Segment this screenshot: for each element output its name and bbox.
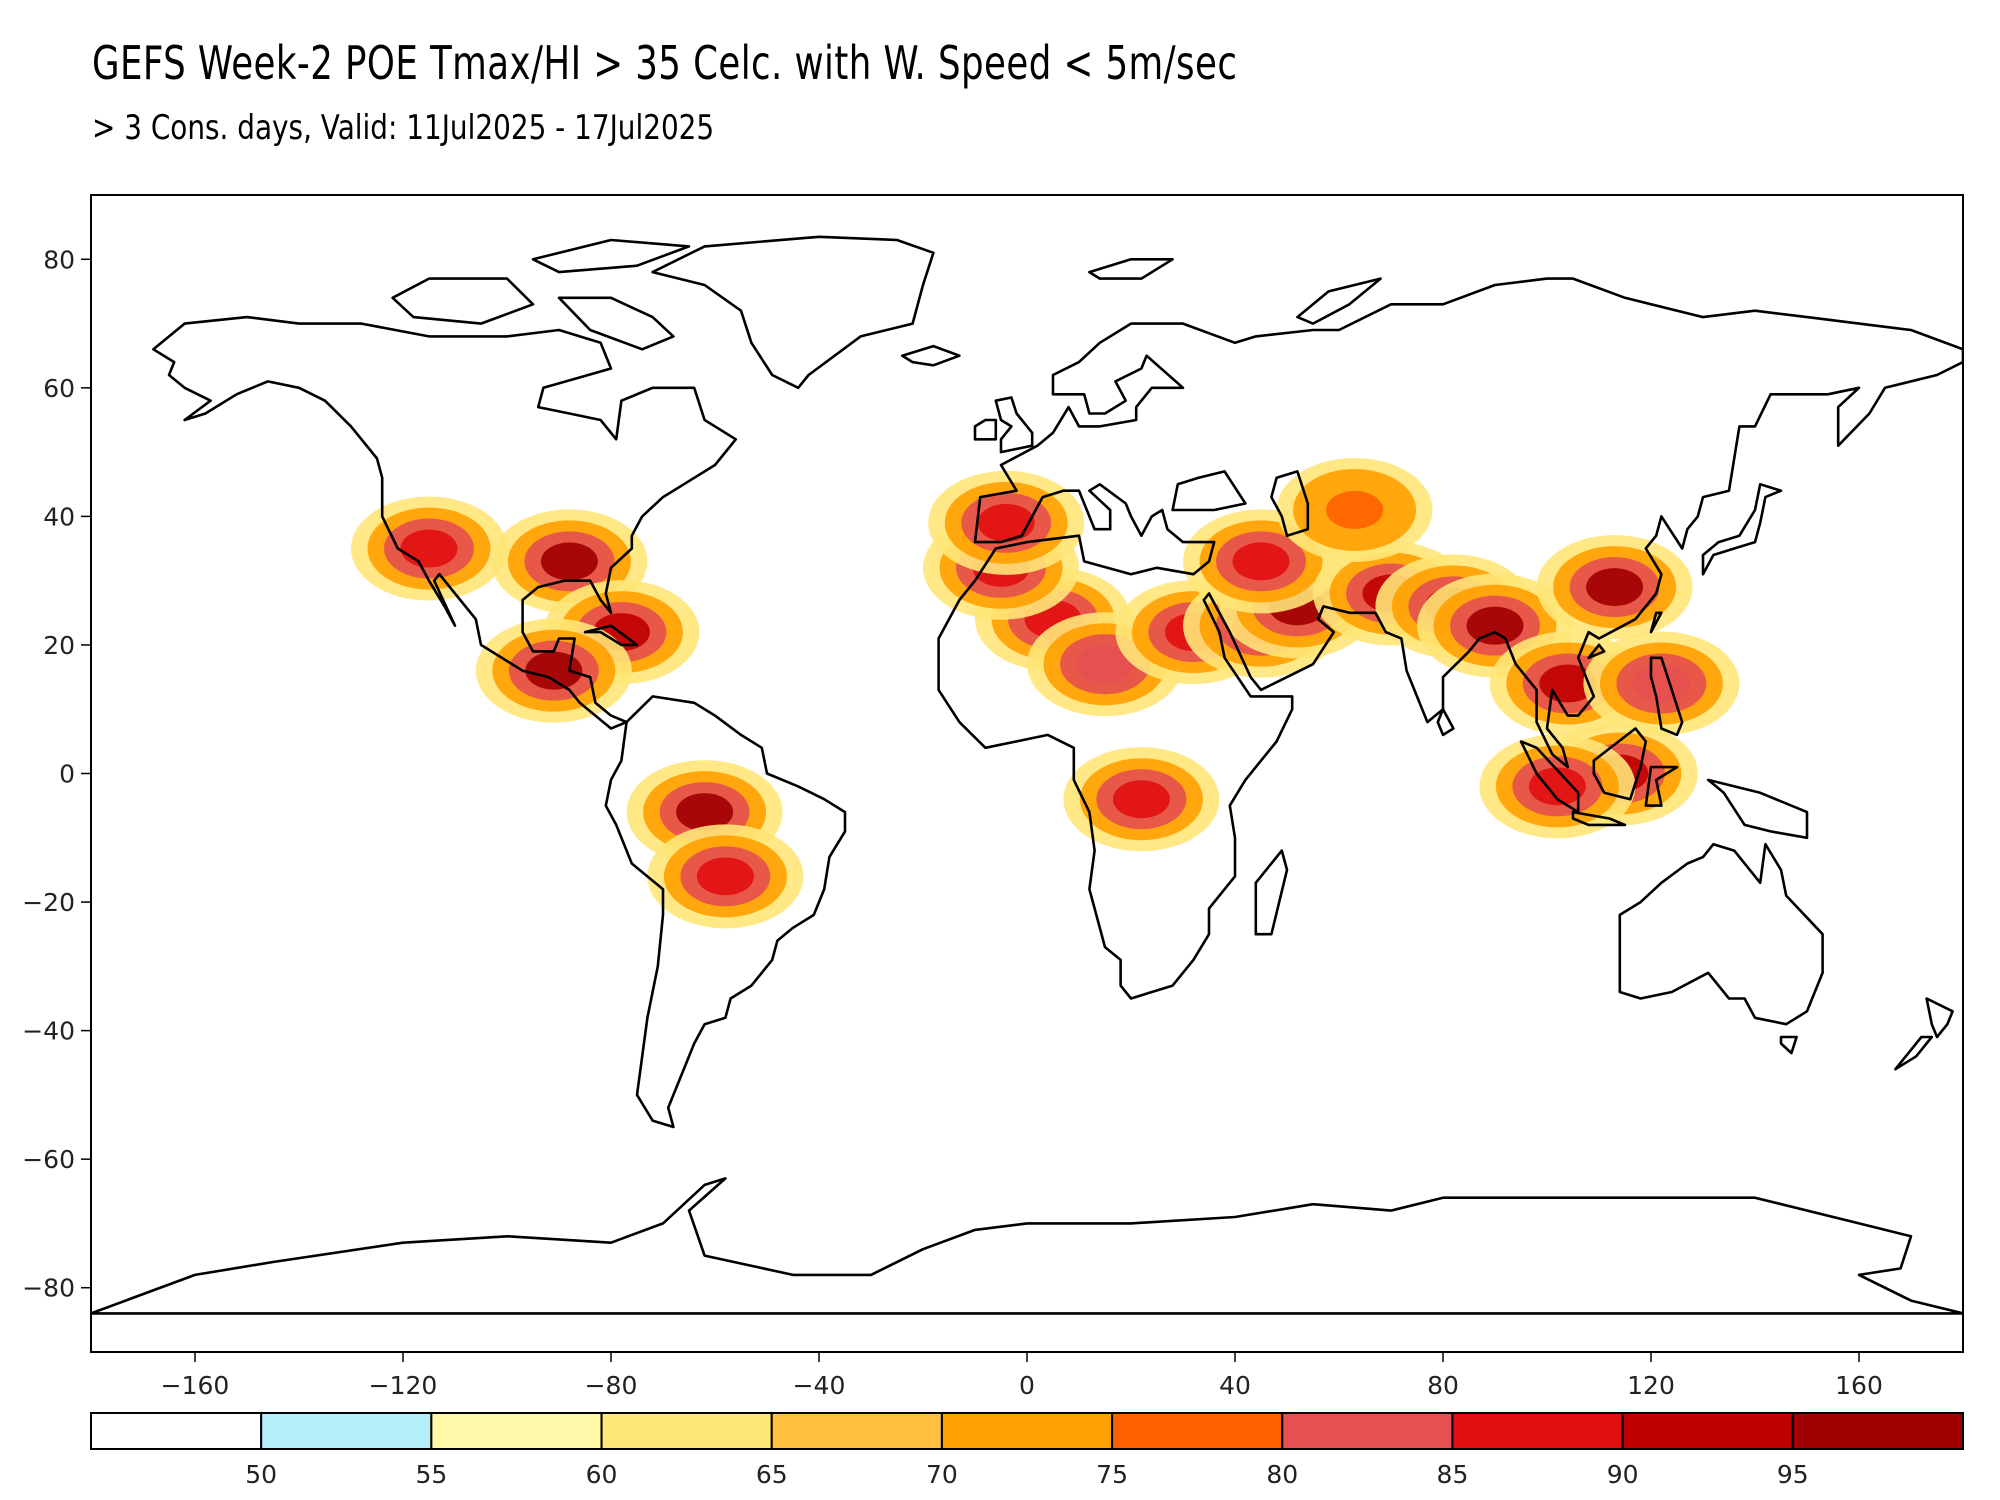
coastline	[1592, 727, 1648, 801]
coastline	[1649, 611, 1663, 634]
coastline	[1925, 997, 1954, 1039]
colorbar-label: 60	[586, 1460, 618, 1489]
probability-blob	[540, 542, 598, 581]
y-tick-label: −40	[22, 1017, 75, 1046]
coastline	[1296, 277, 1382, 325]
colorbar-swatch	[940, 1412, 1114, 1450]
map-subtitle: > 3 Cons. days, Valid: 11Jul2025 - 17Jul…	[92, 108, 715, 148]
y-tick-label: 80	[43, 245, 75, 274]
coastline	[604, 695, 847, 1129]
probability-blob	[525, 651, 583, 690]
probability-blob	[1326, 490, 1384, 529]
colorbar-label: 95	[1777, 1460, 1809, 1489]
x-tick-label: −40	[793, 1371, 846, 1400]
coastline	[152, 315, 738, 730]
coastline	[900, 344, 961, 367]
colorbar-swatch	[1621, 1412, 1794, 1450]
colorbar-label: 65	[756, 1460, 788, 1489]
probability-blob	[1112, 780, 1170, 819]
colorbar-swatch	[1111, 1412, 1284, 1450]
colorbar-label: 75	[1096, 1460, 1128, 1489]
coastlines	[91, 235, 1963, 1315]
x-tick-label: 160	[1835, 1371, 1883, 1400]
coastline	[1571, 810, 1627, 827]
coastline	[583, 624, 639, 647]
coastline	[1644, 765, 1679, 807]
y-tick-label: 40	[43, 502, 75, 531]
coastline	[994, 396, 1034, 454]
probability-blob	[1528, 767, 1586, 806]
x-tick-label: 40	[1219, 1371, 1251, 1400]
coastline	[557, 296, 675, 351]
x-tick-label: −120	[369, 1371, 438, 1400]
coastline	[1779, 1035, 1798, 1055]
x-tick-label: 0	[1019, 1371, 1035, 1400]
coastline	[531, 238, 691, 274]
coastline	[1618, 842, 1824, 1026]
colorbar-swatch	[430, 1412, 603, 1450]
colorbar-label: 80	[1266, 1460, 1298, 1489]
x-tick-label: 80	[1427, 1371, 1459, 1400]
probability-field	[351, 457, 1740, 929]
coastline	[1894, 1035, 1934, 1071]
y-tick-label: 20	[43, 631, 75, 660]
coastline	[651, 235, 935, 390]
colorbar-swatch	[1281, 1412, 1454, 1450]
probability-blob	[977, 503, 1035, 542]
map-title: GEFS Week-2 POE Tmax/HI > 35 Celc. with …	[92, 36, 1238, 90]
x-axis: −160 −120 −80 −40 0 40 80 120 160	[161, 1352, 1883, 1400]
colorbar-swatch	[1791, 1412, 1965, 1450]
coastline	[1088, 258, 1174, 280]
y-axis: 80 60 40 20 0 −20 −40 −60 −80	[22, 245, 91, 1303]
coastline	[1587, 643, 1606, 660]
coastline	[1436, 707, 1455, 737]
colorbar-swatch	[600, 1412, 773, 1450]
probability-blob	[1076, 645, 1134, 684]
coastline	[391, 277, 535, 325]
colorbar-label: 70	[926, 1460, 958, 1489]
colorbar-label: 85	[1437, 1460, 1469, 1489]
colorbar-swatch	[1451, 1412, 1624, 1450]
colorbar-label: 55	[415, 1460, 447, 1489]
coastline	[91, 1177, 1963, 1315]
probability-blob	[400, 529, 458, 568]
probability-blob	[1586, 568, 1644, 607]
coastline	[973, 418, 998, 441]
colorbar-swatch	[770, 1412, 943, 1450]
coastline	[937, 277, 1963, 1000]
colorbar: 50 55 60 65 70 75 80 85 90 95	[90, 1412, 1965, 1489]
coastline	[1706, 778, 1809, 840]
y-tick-label: 60	[43, 374, 75, 403]
y-tick-label: −60	[22, 1145, 75, 1174]
colorbar-swatch	[260, 1412, 433, 1450]
coastline	[1254, 849, 1289, 936]
coastline	[1701, 483, 1783, 576]
colorbar-label: 50	[245, 1460, 277, 1489]
y-tick-label: −80	[22, 1274, 75, 1303]
probability-blob	[676, 793, 734, 832]
x-tick-label: 120	[1627, 1371, 1675, 1400]
x-tick-label: −80	[585, 1371, 638, 1400]
probability-blob	[696, 857, 754, 896]
y-tick-label: 0	[59, 760, 75, 789]
x-tick-label: −160	[161, 1371, 230, 1400]
colorbar-swatch	[90, 1412, 263, 1450]
probability-blob	[1232, 542, 1290, 581]
probability-blob	[1466, 606, 1524, 645]
probability-blob	[1632, 664, 1690, 703]
colorbar-label: 90	[1607, 1460, 1639, 1489]
y-tick-label: −20	[22, 888, 75, 917]
coastline	[1649, 656, 1684, 737]
coastline	[1270, 470, 1310, 537]
coastline	[1171, 470, 1247, 512]
